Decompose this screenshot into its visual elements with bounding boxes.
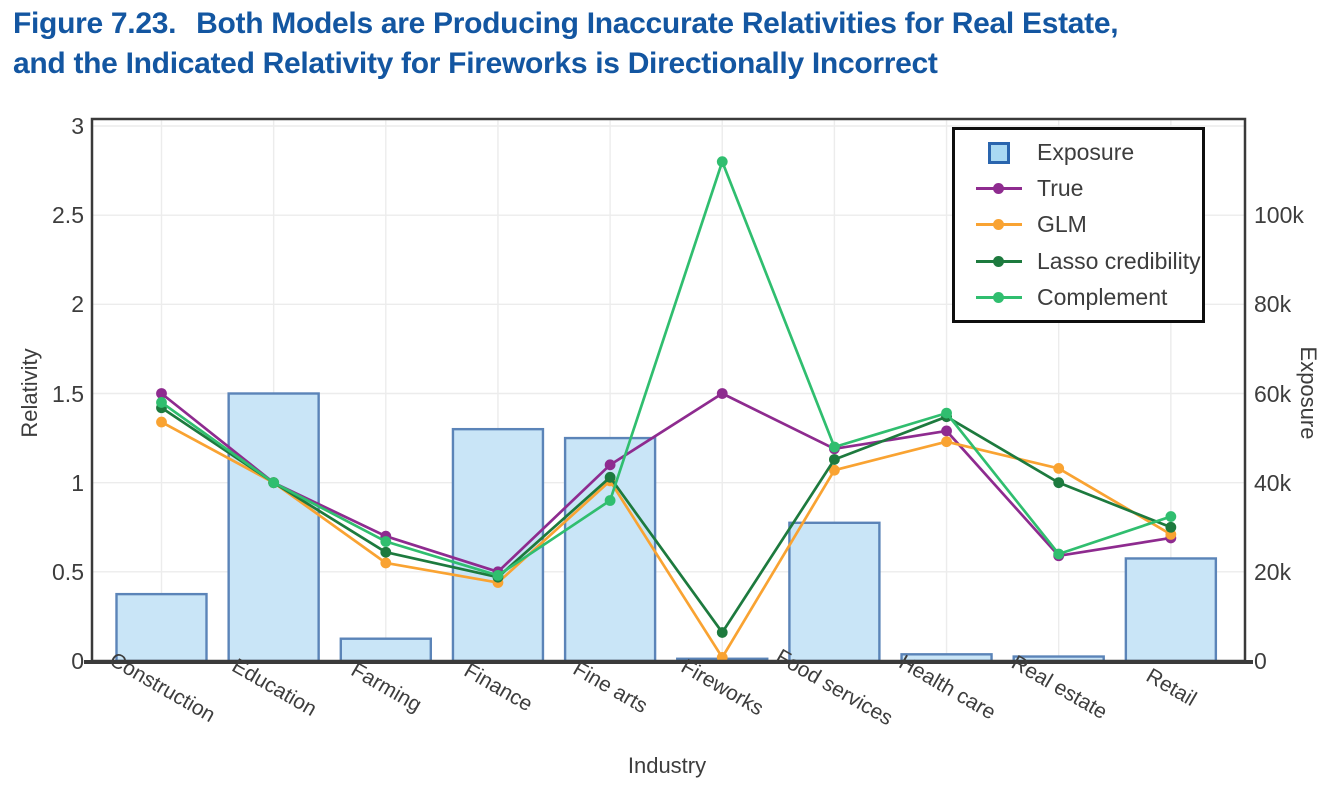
left-tick-2: 2 — [71, 291, 84, 318]
chart-legend: Exposure True GLM Lasso credibility Compleme… — [952, 127, 1205, 323]
legend-line-icon — [976, 255, 1022, 267]
legend-dot-icon — [993, 219, 1004, 231]
left-tick-1.5: 1.5 — [52, 380, 84, 407]
right-tick-100k: 100k — [1254, 202, 1304, 229]
marker-glm-real-estate — [1053, 463, 1065, 474]
marker-lasso-credibility-fine-arts — [604, 471, 616, 483]
legend-dot-icon — [993, 291, 1004, 303]
legend-label: GLM — [1037, 211, 1087, 238]
bar-food-services — [788, 521, 881, 663]
bar-education — [227, 392, 320, 663]
left-tick-2.5: 2.5 — [52, 202, 84, 229]
marker-glm-health-care — [941, 436, 952, 448]
exposure-bars — [115, 392, 1218, 663]
marker-true-health-care — [941, 425, 952, 437]
right-tick-20k: 20k — [1254, 558, 1292, 585]
marker-complement-finance — [492, 570, 504, 581]
x-axis-title: Industry — [627, 753, 707, 778]
right-tick-60k: 60k — [1254, 380, 1292, 407]
left-axis-title: Relativity — [17, 348, 42, 438]
legend-item-lasso-credibility: Lasso credibility — [969, 248, 1202, 275]
figure-title-line2: and the Indicated Relativity for Firewor… — [13, 47, 938, 80]
marker-complement-construction — [156, 397, 167, 408]
bar-fine-arts — [563, 436, 657, 663]
right-tick-0: 0 — [1254, 648, 1267, 674]
marker-complement-education — [268, 477, 280, 489]
bar-finance — [451, 427, 545, 663]
legend-label: True — [1037, 175, 1084, 202]
legend-label: Complement — [1037, 283, 1168, 310]
legend-item-glm: GLM — [969, 211, 1202, 238]
marker-complement-farming — [380, 536, 392, 547]
marker-complement-retail — [1165, 511, 1177, 522]
marker-lasso-credibility-food-services — [829, 454, 840, 465]
series-line-complement — [160, 160, 1173, 577]
marker-glm-farming — [380, 557, 392, 569]
legend-item-true: True — [969, 175, 1202, 202]
plot-frame — [90, 117, 1247, 663]
figure-title-text: Both Models are Producing Inaccurate Rel… — [196, 7, 1119, 40]
marker-true-construction — [156, 388, 167, 399]
series-complement — [156, 156, 1177, 581]
marker-complement-food-services — [829, 441, 840, 453]
left-tick-0.5: 0.5 — [52, 558, 84, 585]
marker-lasso-credibility-retail — [1165, 521, 1177, 533]
figure-title: Figure 7.23. Both Models are Producing In… — [13, 4, 1313, 84]
bar-retail — [1124, 557, 1218, 663]
marker-complement-fireworks — [716, 156, 728, 168]
marker-true-fireworks — [716, 388, 728, 399]
right-axis-title: Exposure — [1296, 346, 1321, 440]
right-tick-80k: 80k — [1254, 291, 1292, 318]
legend-label: Exposure — [1037, 139, 1135, 166]
series-line-true — [160, 392, 1173, 574]
legend-line-icon — [976, 219, 1022, 231]
bar-farming — [339, 637, 432, 663]
marker-glm-food-services — [829, 464, 840, 476]
legend-dot-icon — [993, 183, 1004, 195]
left-tick-1: 1 — [71, 469, 84, 496]
legend-label: Lasso credibility — [1037, 247, 1201, 274]
legend-item-exposure: Exposure — [969, 139, 1202, 166]
figure-title-line1: Figure 7.23. Both Models are Producing In… — [13, 4, 1313, 44]
right-tick-40k: 40k — [1254, 469, 1292, 496]
left-tick-0: 0 — [71, 648, 84, 674]
marker-glm-construction — [156, 416, 167, 428]
series-line-lasso-credibility — [160, 406, 1173, 634]
series-line-glm — [160, 420, 1173, 659]
marker-complement-health-care — [941, 407, 952, 419]
legend-line-icon — [976, 291, 1022, 303]
bar-construction — [115, 592, 208, 663]
marker-lasso-credibility-real-estate — [1053, 477, 1065, 489]
legend-square-icon — [988, 141, 1010, 164]
legend-item-complement: Complement — [969, 284, 1202, 311]
marker-complement-fine-arts — [604, 495, 616, 506]
left-tick-3: 3 — [71, 113, 84, 139]
legend-line-icon — [976, 183, 1022, 195]
marker-true-fine-arts — [604, 459, 616, 471]
marker-complement-real-estate — [1053, 548, 1065, 560]
marker-lasso-credibility-farming — [380, 546, 392, 558]
legend-dot-icon — [993, 255, 1004, 267]
marker-lasso-credibility-fireworks — [716, 627, 728, 638]
figure-number: Figure 7.23. — [13, 7, 177, 40]
